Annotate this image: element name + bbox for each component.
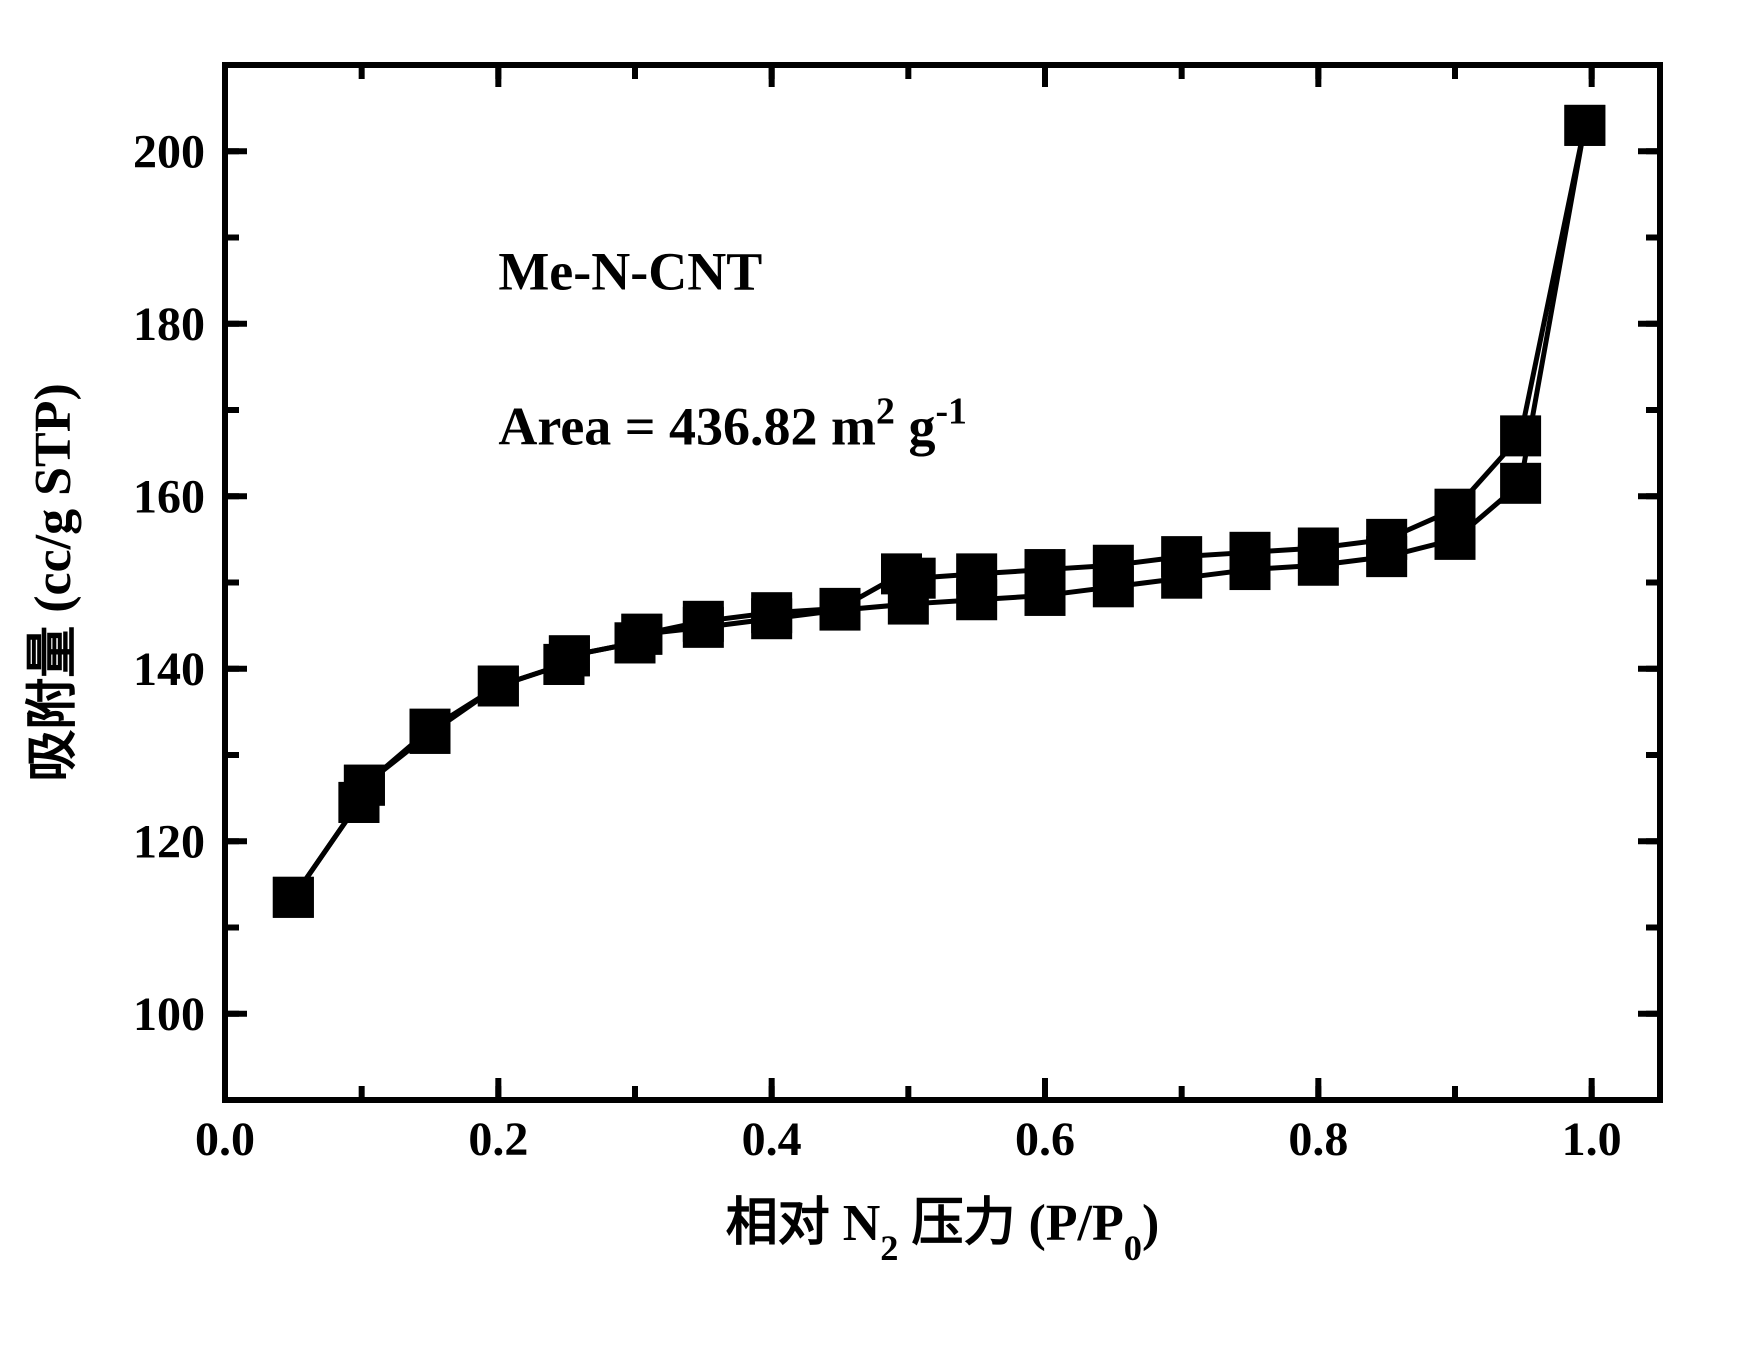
y-tick-label: 120 (133, 815, 205, 868)
annotation-sample-name: Me-N-CNT (498, 241, 762, 301)
series-marker-desorption (1501, 416, 1541, 456)
x-tick-label: 0.6 (1015, 1113, 1075, 1166)
series-marker-desorption (957, 554, 997, 594)
series-marker-desorption (1298, 528, 1338, 568)
series-marker-desorption (882, 554, 922, 594)
x-tick-label: 0.0 (195, 1113, 255, 1166)
chart-svg: 0.00.20.40.60.81.0100120140160180200相对 N… (0, 0, 1761, 1358)
y-tick-label: 160 (133, 470, 205, 523)
annotation-area-value: Area = 436.82 m2 g-1 (498, 391, 967, 457)
series-marker-desorption (683, 601, 723, 641)
y-axis-label: 吸附量 (cc/g STP) (24, 383, 82, 782)
series-marker-desorption (1565, 105, 1605, 145)
y-tick-label: 100 (133, 988, 205, 1041)
series-marker-desorption (615, 623, 655, 663)
series-marker-desorption (478, 666, 518, 706)
series-marker-desorption (1367, 519, 1407, 559)
x-tick-label: 0.8 (1288, 1113, 1348, 1166)
series-marker-desorption (1435, 489, 1475, 529)
x-tick-label: 1.0 (1562, 1113, 1622, 1166)
series-marker-desorption (1230, 532, 1270, 572)
series-marker-desorption (339, 782, 379, 822)
x-tick-label: 0.2 (468, 1113, 528, 1166)
x-tick-label: 0.4 (742, 1113, 802, 1166)
series-marker-adsorption (1501, 463, 1541, 503)
chart-root: 0.00.20.40.60.81.0100120140160180200相对 N… (0, 0, 1761, 1358)
series-marker-desorption (1025, 550, 1065, 590)
series-marker-desorption (544, 644, 584, 684)
series-marker-desorption (752, 593, 792, 633)
series-marker-desorption (1093, 545, 1133, 585)
series-marker-desorption (273, 877, 313, 917)
series-marker-desorption (1162, 537, 1202, 577)
series-marker-desorption (410, 713, 450, 753)
series-marker-desorption (820, 588, 860, 628)
y-tick-label: 180 (133, 298, 205, 351)
y-tick-label: 200 (133, 125, 205, 178)
y-tick-label: 140 (133, 643, 205, 696)
